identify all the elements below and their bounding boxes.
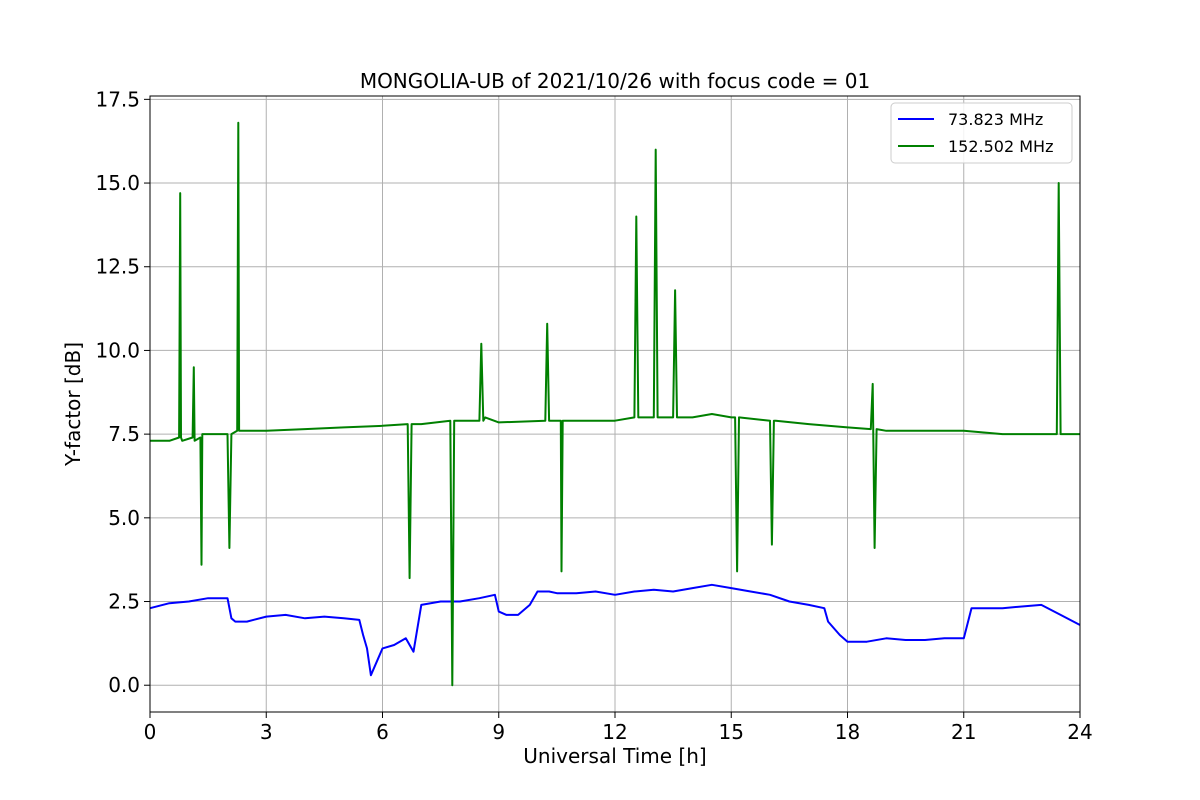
legend-label-152mhz: 152.502 MHz [948,137,1053,156]
x-tick-label: 15 [719,720,744,744]
chart-title: MONGOLIA-UB of 2021/10/26 with focus cod… [360,69,870,93]
x-tick-label: 9 [492,720,505,744]
x-tick-label: 24 [1067,720,1092,744]
x-tick-label: 18 [835,720,860,744]
series-layer [149,121,1081,687]
series-line-152mhz [150,121,1080,687]
series-line-73mhz [149,583,1081,677]
y-tick-label: 5.0 [108,506,140,530]
y-tick-label: 17.5 [95,87,140,111]
legend-label-73mhz: 73.823 MHz [948,110,1043,129]
y-tick-label: 2.5 [108,590,140,614]
legend-box [890,102,1073,164]
x-tick-label: 3 [260,720,273,744]
y-tick-label: 0.0 [108,673,140,697]
x-tick-label: 6 [376,720,389,744]
x-tick-label: 12 [602,720,627,744]
y-axis-label: Y-factor [dB] [61,342,85,467]
x-axis: 0 3 6 9 12 15 18 21 24 [144,712,1093,744]
x-tick-label: 21 [951,720,976,744]
y-tick-label: 7.5 [108,422,140,446]
x-tick-label: 0 [144,720,157,744]
x-axis-label: Universal Time [h] [523,744,706,768]
y-tick-label: 15.0 [95,171,140,195]
y-axis: 0.0 2.5 5.0 7.5 10.0 12.5 15.0 17.5 [95,87,150,697]
legend: 73.823 MHz 152.502 MHz [890,102,1073,164]
y-tick-label: 10.0 [95,338,140,362]
y-tick-label: 12.5 [95,255,140,279]
